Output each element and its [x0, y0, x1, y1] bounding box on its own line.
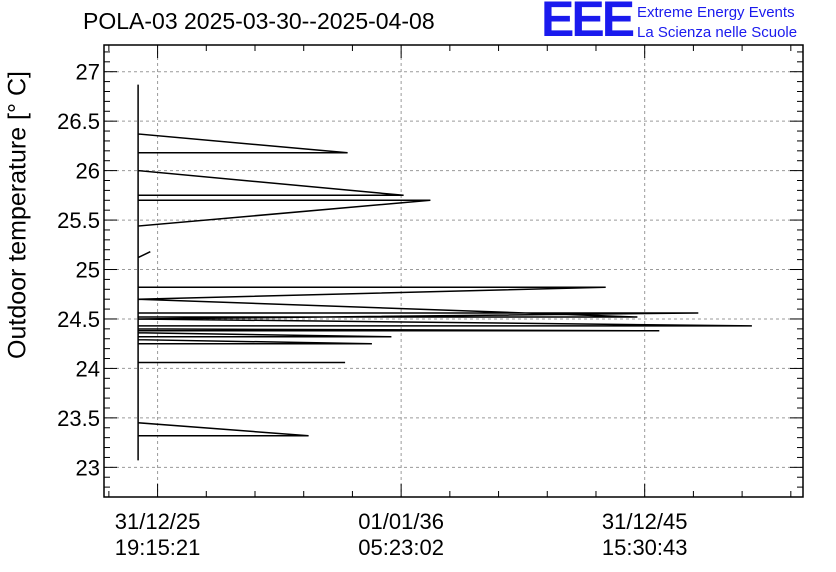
- grid: [104, 45, 803, 497]
- x-tick-label: 31/12/25 19:15:21: [115, 509, 201, 561]
- x-tick-date: 31/12/45: [601, 509, 688, 534]
- x-tick-date: 31/12/25: [114, 509, 201, 534]
- y-tick-labels: 23 23.5 24 24.5 25 25.5 26 26.5 27: [57, 60, 100, 481]
- logo-line-1: Extreme Energy Events: [637, 4, 795, 21]
- x-tick-time: 19:15:21: [114, 535, 201, 560]
- y-tick-label: 24: [76, 356, 100, 381]
- x-tick-label: 31/12/45 15:30:43: [602, 509, 688, 561]
- chart-title: POLA-03 2025-03-30--2025-04-08: [83, 8, 435, 34]
- series-layer: [137, 84, 752, 461]
- axes: [103, 44, 804, 498]
- x-tick-date: 01/01/36: [358, 509, 444, 534]
- y-tick-label: 23: [76, 455, 100, 480]
- temperature-series-line: [137, 84, 752, 461]
- x-tick-time: 05:23:02: [358, 535, 444, 560]
- plot-frame: [103, 44, 804, 498]
- y-tick-label: 26: [76, 159, 100, 184]
- eee-logo: EEE: [541, 0, 635, 47]
- x-tick-time: 15:30:43: [601, 535, 688, 560]
- y-tick-label: 25.5: [57, 208, 100, 233]
- logo-line-2: La Scienza nelle Scuole: [637, 24, 798, 41]
- y-tick-label: 23.5: [57, 406, 100, 431]
- x-tick-label: 01/01/36 05:23:02: [358, 509, 444, 561]
- y-tick-label: 24.5: [57, 307, 100, 332]
- y-tick-label: 26.5: [57, 109, 100, 134]
- y-tick-label: 27: [76, 60, 100, 85]
- y-tick-label: 25: [76, 258, 100, 283]
